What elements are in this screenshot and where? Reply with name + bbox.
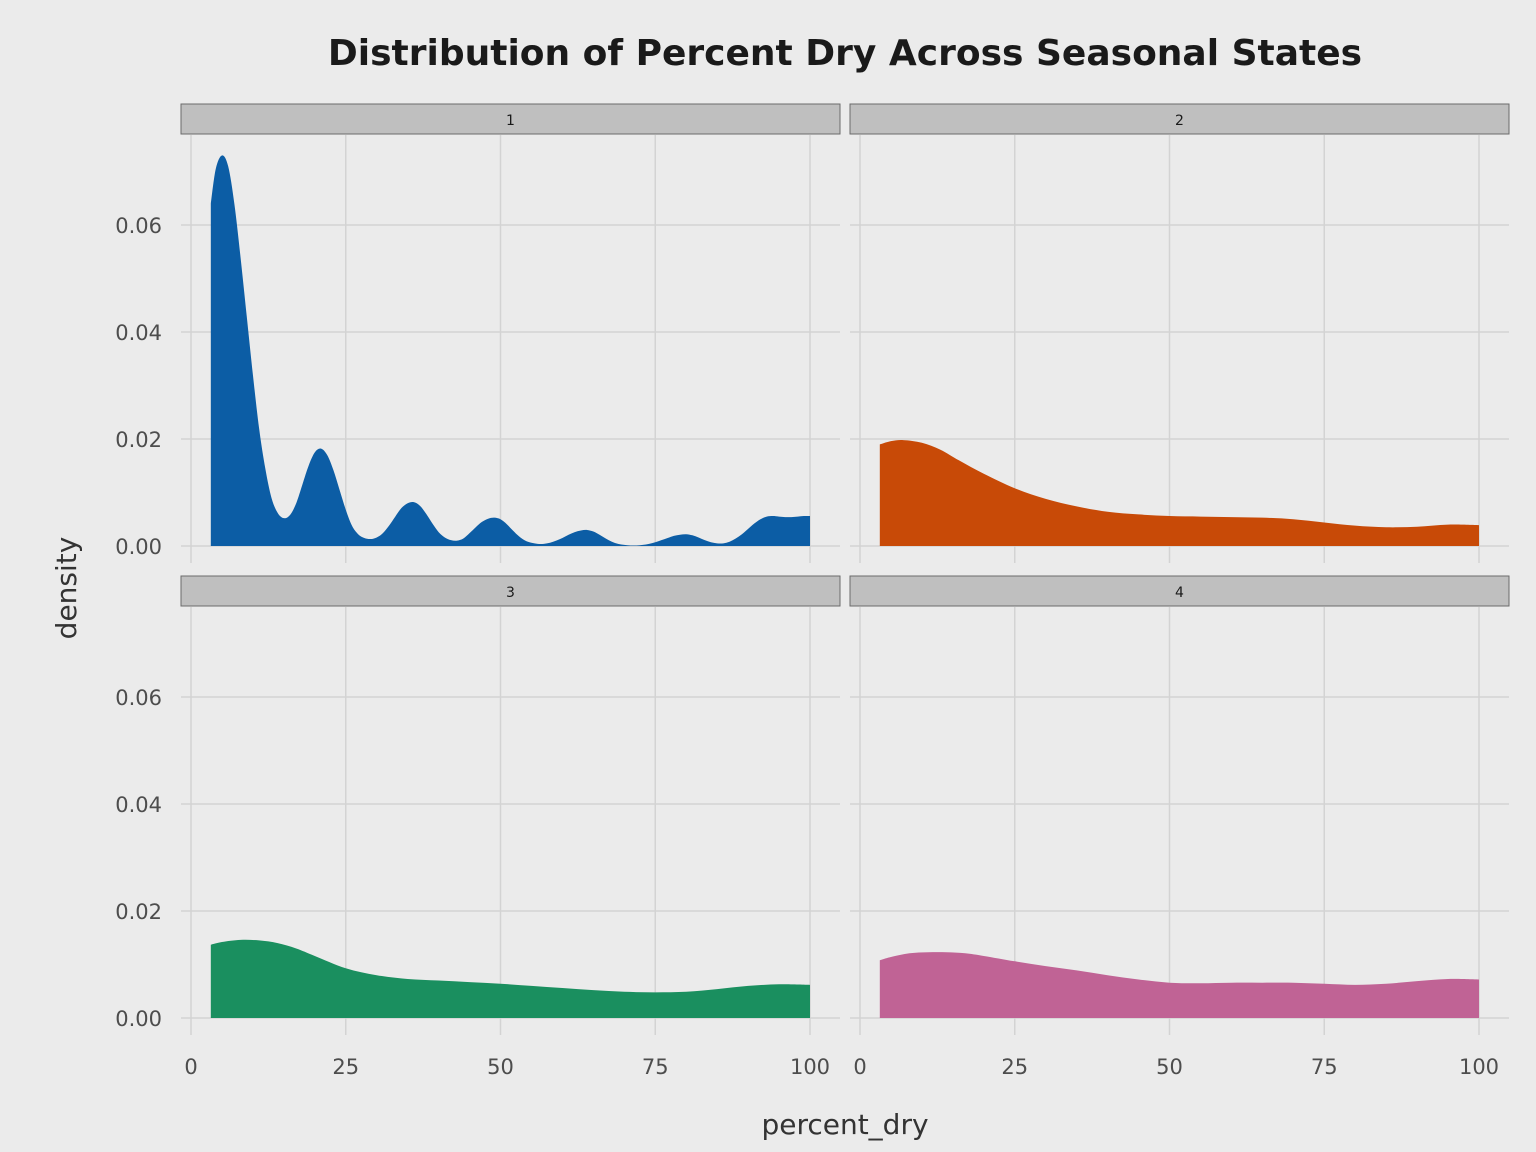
strip-header-2 [849,103,1510,135]
x-tick-label: 75 [1311,1055,1338,1079]
facet-panel-2: 2 [849,103,1510,563]
strip-header-4 [849,575,1510,607]
density-area-1 [210,155,810,546]
facet-panel-1: 1 0.00 0.02 0.04 0.06 [115,103,841,563]
facet-panels: 1 0.00 0.02 0.04 0.06 2 3 0.00 0.02 0.04 0.06 0 25 50… [115,103,1510,1079]
y-axis-title: density [50,537,83,640]
strip-label-3: 3 [506,585,515,601]
strip-label-4: 4 [1175,585,1184,601]
strip-header-1 [180,103,841,135]
y-tick-label: 0.06 [115,214,162,238]
strip-label-2: 2 [1175,113,1184,129]
y-tick-label: 0.04 [115,793,162,817]
x-axis-title: percent_dry [761,1108,928,1141]
x-tick-label: 75 [642,1055,669,1079]
density-area-3 [210,939,810,1018]
x-tick-label: 25 [1001,1055,1028,1079]
y-tick-label: 0.06 [115,686,162,710]
density-area-2 [879,440,1479,546]
x-tick-label: 100 [790,1055,830,1079]
x-tick-label: 100 [1459,1055,1499,1079]
x-tick-label: 0 [853,1055,866,1079]
y-tick-label: 0.00 [115,1007,162,1031]
strip-label-1: 1 [506,113,515,129]
chart-title: Distribution of Percent Dry Across Seaso… [328,33,1362,74]
x-tick-label: 50 [1156,1055,1183,1079]
x-tick-label: 0 [184,1055,197,1079]
x-tick-label: 50 [487,1055,514,1079]
y-tick-label: 0.04 [115,321,162,345]
y-tick-label: 0.00 [115,535,162,559]
facet-panel-3: 3 0.00 0.02 0.04 0.06 0 25 50 75 100 [115,575,841,1079]
strip-header-3 [180,575,841,607]
density-area-4 [879,952,1479,1018]
y-tick-label: 0.02 [115,428,162,452]
y-tick-label: 0.02 [115,900,162,924]
x-tick-label: 25 [332,1055,359,1079]
facet-panel-4: 4 0 25 50 75 100 [849,575,1510,1079]
